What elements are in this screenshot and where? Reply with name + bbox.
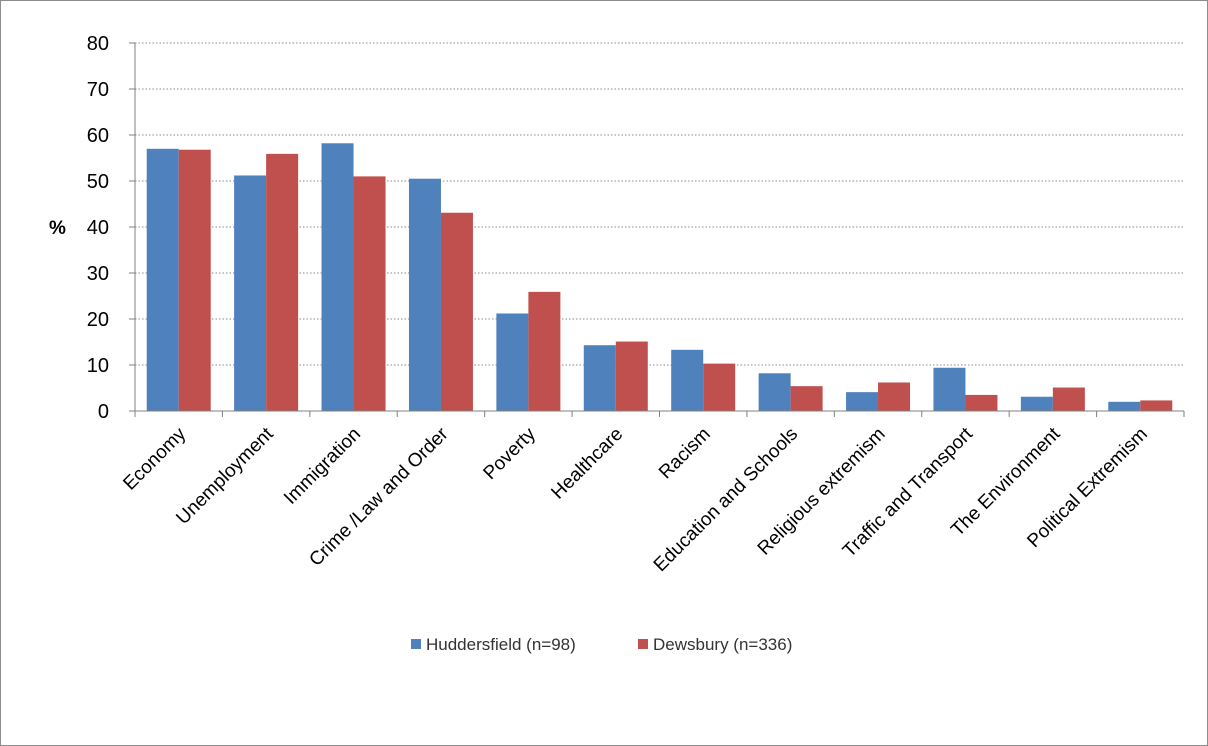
bar: [846, 392, 879, 411]
bar: [671, 349, 704, 411]
bar: [583, 345, 616, 411]
bar: [1108, 401, 1141, 411]
bar: [878, 382, 911, 411]
bar: [528, 291, 561, 411]
y-tick-labels: 0 10 20 30 40 50 60 70 80: [87, 33, 109, 423]
legend-swatch: [411, 639, 421, 649]
bar: [321, 143, 354, 411]
y-tick-label: 70: [87, 79, 109, 101]
bar: [965, 394, 998, 411]
bar: [933, 367, 966, 411]
y-tick-label: 0: [98, 401, 109, 423]
y-tick-label: 60: [87, 125, 109, 147]
x-category-label: Education and Schools: [650, 424, 802, 576]
bar: [440, 212, 473, 411]
x-category-label: Poverty: [480, 423, 541, 484]
y-tick-label: 20: [87, 309, 109, 331]
legend: Huddersfield (n=98) Dewsbury (n=336): [411, 635, 792, 654]
x-category-label: Economy: [119, 423, 190, 494]
bars: [146, 143, 1173, 412]
bar: [1140, 400, 1173, 411]
bar: [790, 386, 823, 411]
y-tick-label: 80: [87, 33, 109, 55]
y-tick-label: 40: [87, 217, 109, 239]
y-tick-label: 50: [87, 171, 109, 193]
x-category-label: Racism: [655, 424, 715, 484]
legend-label: Huddersfield (n=98): [426, 635, 576, 654]
x-category-label: Healthcare: [548, 424, 628, 504]
legend-swatch: [638, 639, 648, 649]
bar: [266, 153, 299, 412]
bar: [234, 175, 267, 411]
bar: [496, 313, 529, 411]
bar: [1052, 387, 1085, 411]
y-tick-label: 30: [87, 263, 109, 285]
bar: [758, 373, 791, 411]
y-axis-label: %: [49, 218, 66, 239]
axes: [129, 42, 1185, 417]
y-tick-label: 10: [87, 355, 109, 377]
legend-label: Dewsbury (n=336): [653, 635, 792, 654]
bar: [353, 176, 386, 411]
bar: [146, 148, 179, 412]
bar: [1020, 396, 1053, 411]
bar: [178, 149, 211, 411]
bar: [615, 341, 648, 411]
bar: [703, 363, 736, 411]
bar: [408, 178, 441, 411]
x-category-label: Immigration: [280, 424, 365, 509]
